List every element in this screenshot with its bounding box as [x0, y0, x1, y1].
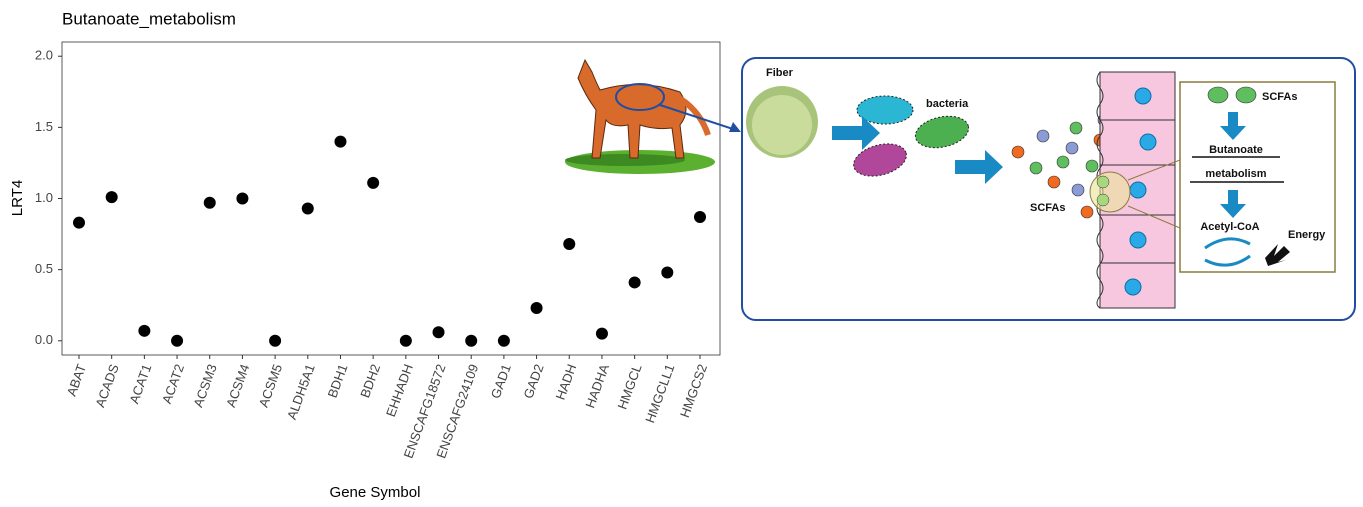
- x-tick-label: EHHADH: [383, 362, 416, 419]
- y-tick-label: 2.0: [35, 48, 53, 63]
- y-axis-label: LRT4: [9, 180, 26, 216]
- scfas-box-label: SCFAs: [1262, 91, 1297, 103]
- bacteria-label: bacteria: [926, 98, 969, 110]
- x-tick-label: ACADS: [92, 362, 122, 410]
- point: [367, 176, 380, 189]
- x-tick-label: HMGCL: [615, 362, 645, 411]
- point: [530, 302, 543, 315]
- x-tick-label: GAD1: [488, 362, 514, 400]
- y-tick-label: 0.0: [35, 332, 53, 347]
- point: [236, 192, 249, 205]
- x-tick-label: ACSM5: [256, 362, 285, 409]
- point: [301, 202, 314, 215]
- y-tick-label: 1.0: [35, 190, 53, 205]
- acetyl-coa-label: Acetyl-CoA: [1200, 221, 1259, 233]
- point: [399, 334, 412, 347]
- x-tick-label: ACSM4: [223, 362, 252, 409]
- x-axis-label: Gene Symbol: [330, 484, 421, 501]
- point: [595, 327, 608, 340]
- x-tick-label: ACAT2: [159, 362, 187, 406]
- point: [203, 196, 216, 209]
- scfas-label: SCFAs: [1030, 202, 1065, 214]
- point: [138, 324, 151, 337]
- point: [432, 326, 445, 339]
- y-tick-label: 0.5: [35, 261, 53, 276]
- point: [269, 334, 282, 347]
- diagram-panel: [741, 57, 1356, 321]
- x-tick-label: ABAT: [64, 362, 89, 398]
- pathway-label: Butanoate: [1209, 144, 1263, 156]
- x-tick-label: HMGCS2: [677, 362, 710, 419]
- point: [661, 266, 674, 279]
- x-tick-label: GAD2: [520, 362, 546, 400]
- chart-title: Butanoate_metabolism: [62, 9, 236, 28]
- x-tick-label: HMGCLL1: [642, 362, 677, 425]
- point: [465, 334, 478, 347]
- energy-label: Energy: [1288, 229, 1326, 241]
- x-tick-label: BDH2: [357, 362, 383, 400]
- point: [563, 238, 576, 251]
- point: [334, 135, 347, 148]
- point: [628, 276, 641, 289]
- fiber-label: Fiber: [766, 67, 794, 79]
- point: [73, 216, 85, 229]
- point: [171, 334, 184, 347]
- pathway-label: metabolism: [1205, 168, 1266, 180]
- x-tick-label: ACAT1: [126, 362, 154, 406]
- x-tick-label: ALDH5A1: [284, 362, 318, 421]
- x-tick-label: HADH: [553, 362, 580, 402]
- x-tick-label: BDH1: [325, 362, 351, 400]
- point: [694, 210, 706, 223]
- point: [497, 334, 510, 347]
- x-tick-label: ACSM3: [190, 362, 219, 409]
- point: [105, 191, 118, 204]
- y-tick-label: 1.5: [35, 119, 53, 134]
- x-tick-label: HADHA: [582, 362, 612, 410]
- wolf-illustration: [565, 58, 741, 174]
